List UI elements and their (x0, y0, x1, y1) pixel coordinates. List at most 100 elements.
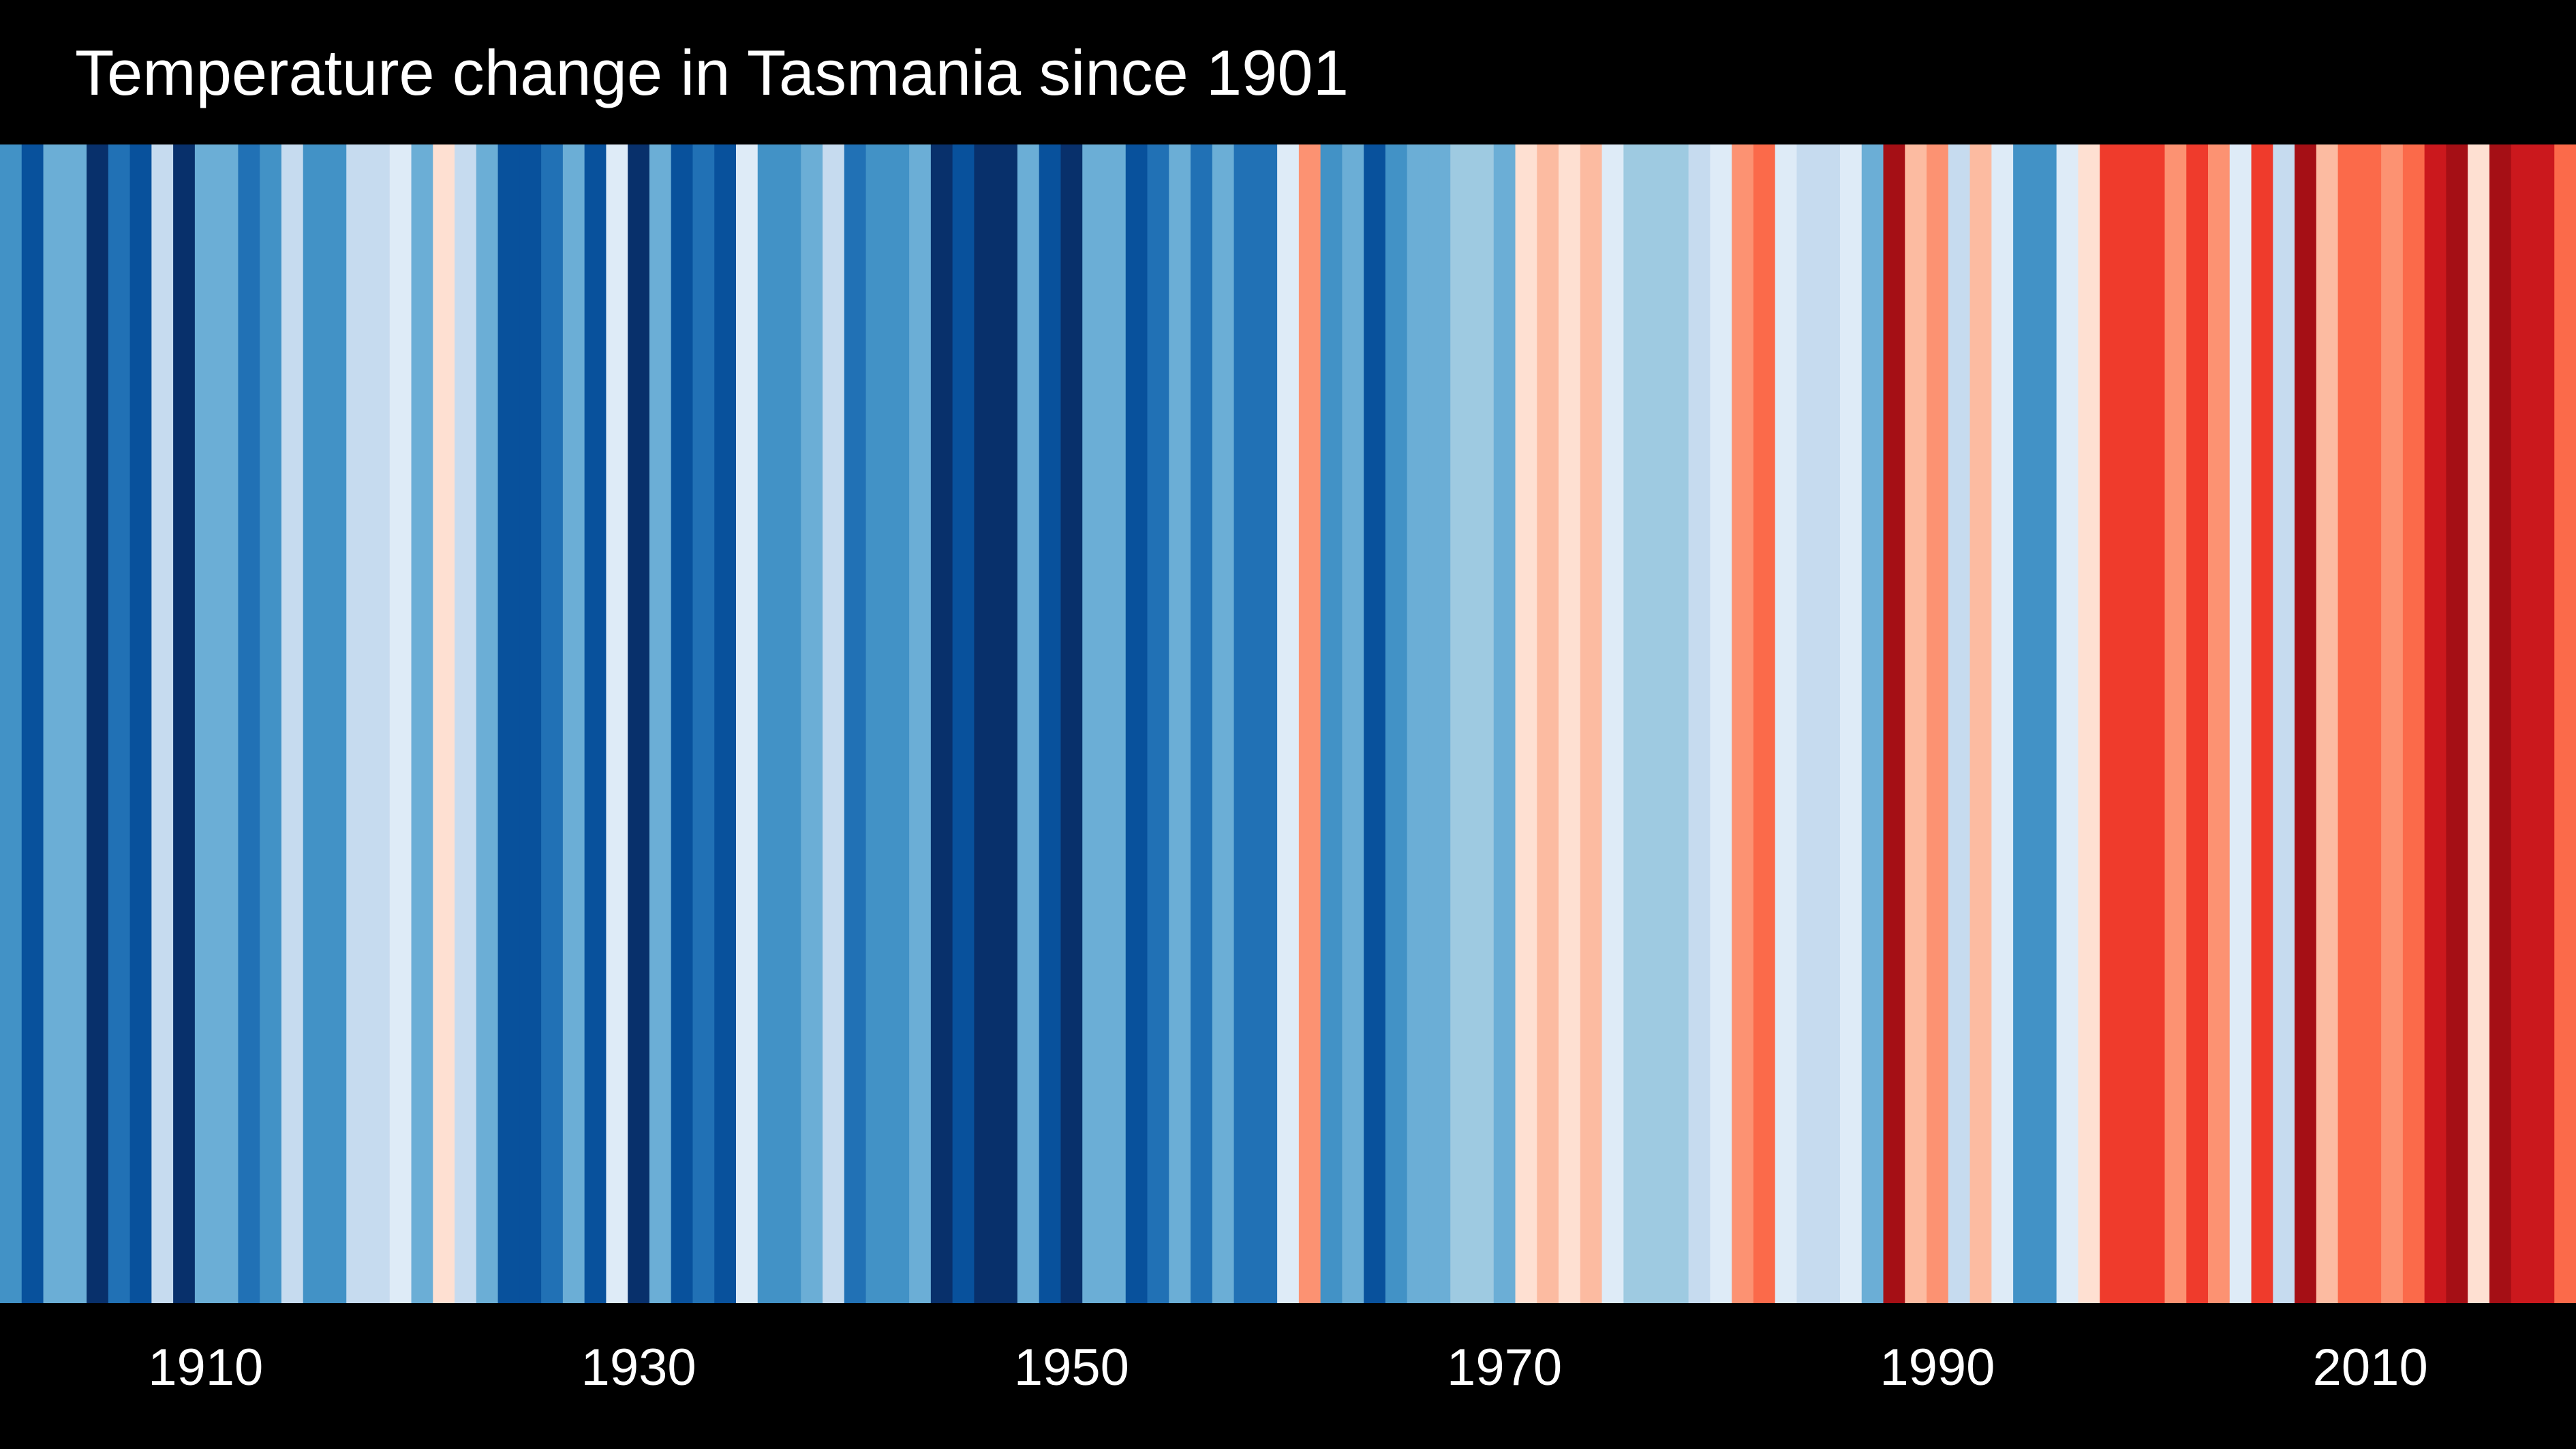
stripe-1955 (1169, 144, 1191, 1303)
stripe-1980 (1710, 144, 1732, 1303)
stripe-2018 (2532, 144, 2555, 1303)
stripe-1989 (1905, 144, 1927, 1303)
stripe-1997 (2078, 144, 2100, 1303)
stripe-2011 (2381, 144, 2404, 1303)
stripe-1914 (281, 144, 304, 1303)
stripe-2015 (2468, 144, 2490, 1303)
stripe-1916 (324, 144, 347, 1303)
stripe-1957 (1212, 144, 1235, 1303)
stripe-2016 (2489, 144, 2512, 1303)
stripe-2007 (2295, 144, 2317, 1303)
stripe-1984 (1796, 144, 1819, 1303)
stripe-1919 (389, 144, 412, 1303)
stripe-1932 (671, 144, 694, 1303)
stripe-1931 (649, 144, 672, 1303)
stripe-1987 (1861, 144, 1884, 1303)
stripe-1913 (260, 144, 282, 1303)
stripe-1939 (823, 144, 845, 1303)
stripe-1905 (87, 144, 109, 1303)
stripe-1926 (541, 144, 564, 1303)
stripe-1928 (584, 144, 607, 1303)
stripe-2010 (2359, 144, 2382, 1303)
stripe-1936 (757, 144, 780, 1303)
stripe-1952 (1104, 144, 1126, 1303)
title-bar: Temperature change in Tasmania since 190… (0, 0, 2576, 144)
stripe-1998 (2100, 144, 2122, 1303)
stripe-1909 (173, 144, 196, 1303)
stripe-1930 (628, 144, 650, 1303)
stripe-1986 (1840, 144, 1862, 1303)
stripe-1964 (1364, 144, 1386, 1303)
stripe-1977 (1645, 144, 1668, 1303)
stripe-1985 (1818, 144, 1841, 1303)
stripe-2000 (2143, 144, 2166, 1303)
stripe-1983 (1775, 144, 1798, 1303)
stripe-1996 (2056, 144, 2079, 1303)
stripe-1944 (930, 144, 953, 1303)
stripe-1993 (1991, 144, 2014, 1303)
stripe-1907 (129, 144, 152, 1303)
stripe-1920 (411, 144, 433, 1303)
stripe-1949 (1039, 144, 1062, 1303)
stripe-1988 (1883, 144, 1905, 1303)
stripe-1923 (476, 144, 499, 1303)
stripe-2019 (2554, 144, 2576, 1303)
x-tick-label-1930: 1930 (581, 1339, 696, 1397)
stripe-1968 (1450, 144, 1473, 1303)
stripe-1929 (606, 144, 628, 1303)
stripe-2006 (2273, 144, 2295, 1303)
stripe-2008 (2316, 144, 2339, 1303)
stripe-1959 (1255, 144, 1278, 1303)
stripe-2002 (2186, 144, 2209, 1303)
stripe-1927 (562, 144, 585, 1303)
stripe-1973 (1559, 144, 1581, 1303)
stripe-1961 (1298, 144, 1321, 1303)
stripe-1960 (1277, 144, 1300, 1303)
stripe-2014 (2446, 144, 2468, 1303)
stripe-1902 (21, 144, 44, 1303)
stripe-1972 (1537, 144, 1559, 1303)
x-axis: 1910 1930 1950 1970 1990 2010 (0, 1303, 2576, 1449)
stripe-1951 (1082, 144, 1105, 1303)
stripe-1910 (194, 144, 217, 1303)
stripe-1975 (1601, 144, 1624, 1303)
stripe-1971 (1515, 144, 1537, 1303)
warming-stripes (0, 144, 2576, 1303)
stripe-1967 (1428, 144, 1451, 1303)
stripe-1911 (216, 144, 239, 1303)
stripe-1970 (1493, 144, 1516, 1303)
stripe-1945 (952, 144, 975, 1303)
stripe-1962 (1320, 144, 1343, 1303)
stripe-1994 (2013, 144, 2036, 1303)
stripe-1947 (996, 144, 1018, 1303)
stripe-1946 (974, 144, 996, 1303)
stripe-1982 (1753, 144, 1776, 1303)
stripe-1918 (368, 144, 390, 1303)
stripe-1917 (346, 144, 369, 1303)
stripe-1906 (108, 144, 131, 1303)
stripe-1925 (519, 144, 542, 1303)
stripe-1956 (1191, 144, 1213, 1303)
stripe-1954 (1147, 144, 1169, 1303)
stripe-1958 (1233, 144, 1256, 1303)
stripe-1992 (1969, 144, 1992, 1303)
stripe-1941 (865, 144, 888, 1303)
stripe-1995 (2034, 144, 2057, 1303)
stripe-1999 (2121, 144, 2144, 1303)
stripe-1969 (1472, 144, 1494, 1303)
stripe-1976 (1623, 144, 1646, 1303)
stripe-2009 (2337, 144, 2360, 1303)
stripe-1942 (887, 144, 910, 1303)
x-tick-label-1910: 1910 (148, 1339, 264, 1397)
stripe-1963 (1342, 144, 1364, 1303)
stripe-1978 (1666, 144, 1689, 1303)
stripe-1937 (779, 144, 801, 1303)
stripe-1934 (714, 144, 737, 1303)
stripe-1979 (1688, 144, 1711, 1303)
stripe-1922 (455, 144, 477, 1303)
stripe-2003 (2208, 144, 2230, 1303)
stripe-1953 (1125, 144, 1148, 1303)
stripe-1948 (1017, 144, 1040, 1303)
stripe-1938 (801, 144, 823, 1303)
stripe-1950 (1060, 144, 1083, 1303)
